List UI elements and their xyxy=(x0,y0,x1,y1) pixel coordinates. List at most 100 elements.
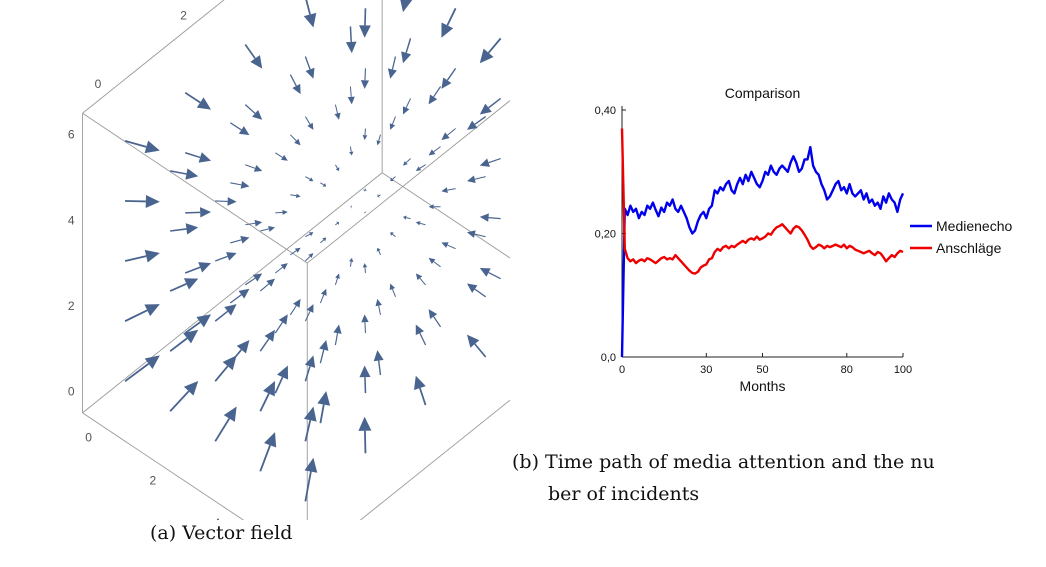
vector-arrow xyxy=(259,380,276,412)
box-edge xyxy=(306,22,608,264)
vector-arrow xyxy=(441,128,456,141)
vector-arrow xyxy=(289,298,301,316)
box-edge xyxy=(82,112,308,264)
chart-legend: Medienecho Anschläge xyxy=(910,218,1012,256)
vector-arrow xyxy=(362,188,368,192)
vector-arrow xyxy=(290,193,301,198)
vector-arrow xyxy=(124,304,160,322)
caption-time-path-line1: (b) Time path of media attention and the… xyxy=(512,451,935,473)
vector-arrow xyxy=(169,329,199,352)
vector-arrow xyxy=(275,152,288,161)
vector-arrow xyxy=(305,176,314,182)
bounding-box xyxy=(82,0,608,564)
x-tick-label: 0 xyxy=(85,431,92,445)
vector-arrow xyxy=(377,193,381,198)
vector-arrow xyxy=(361,314,369,334)
vector-arrow xyxy=(428,309,442,328)
x-axis-label: Months xyxy=(740,378,786,394)
z-tick-label: 6 xyxy=(68,128,75,142)
vector-arrow xyxy=(441,187,456,193)
vector-arrow xyxy=(479,97,502,115)
vector-arrow xyxy=(214,406,237,442)
vector-arrow xyxy=(184,152,212,163)
vector-arrow xyxy=(320,182,327,187)
vector-arrow xyxy=(215,197,237,206)
vector-arrow xyxy=(230,181,250,189)
x-tick-label: 80 xyxy=(841,364,853,376)
vector-arrow xyxy=(359,365,371,394)
vector-arrow xyxy=(441,242,456,250)
vector-arrow xyxy=(184,314,212,334)
vector-arrow xyxy=(441,68,457,89)
vector-arrow xyxy=(319,288,327,304)
vector-arrow xyxy=(170,168,199,180)
vector-arrow xyxy=(401,38,412,64)
vector-arrow xyxy=(260,225,276,232)
vector-arrow xyxy=(244,273,263,286)
vector-arrows xyxy=(124,0,547,502)
vector-arrow xyxy=(274,365,289,394)
vector-arrow xyxy=(373,350,384,376)
vector-arrow xyxy=(334,164,340,171)
vector-arrow xyxy=(402,158,411,166)
comparison-chart-panel: Comparison 0 30 50 80 100 0,0 0,20 0,40 Months Med… xyxy=(520,60,1046,520)
vector-arrow xyxy=(333,324,342,346)
vector-arrow xyxy=(170,223,199,235)
vector-arrow xyxy=(441,7,457,38)
vector-arrow xyxy=(290,247,301,256)
vector-arrow xyxy=(415,324,427,346)
vector-arrow xyxy=(389,283,396,298)
vector-arrow xyxy=(428,146,441,156)
series-line-2 xyxy=(620,128,904,275)
box-edge xyxy=(82,172,383,414)
vector-arrow xyxy=(345,26,357,54)
vector-arrow xyxy=(415,164,426,171)
vector-arrow xyxy=(359,8,371,38)
vector-arrow xyxy=(466,116,487,130)
vector-arrow xyxy=(387,56,397,79)
vector-arrow xyxy=(349,146,354,156)
vector-arrow xyxy=(400,0,413,13)
vector-arrow xyxy=(259,329,276,352)
vector-arrow xyxy=(363,210,367,214)
vector-arrow xyxy=(360,68,370,89)
vector-arrow xyxy=(350,204,352,209)
x-tick-label: 4 xyxy=(214,516,221,520)
vector-arrow xyxy=(215,252,237,262)
legend-label: Medienecho xyxy=(936,218,1012,234)
vector-arrow xyxy=(305,252,314,262)
x-tick-label: 30 xyxy=(700,364,712,376)
vector-arrow xyxy=(125,194,160,208)
vector-arrow xyxy=(479,157,501,167)
vector-arrow xyxy=(390,176,396,182)
box-edge xyxy=(82,412,308,564)
vector-arrow xyxy=(349,257,354,267)
y-tick-label: 2 xyxy=(180,9,187,23)
vector-arrow xyxy=(334,104,341,120)
vector-arrow xyxy=(414,375,427,406)
vector-arrow xyxy=(124,249,160,263)
vector-arrow xyxy=(184,262,212,274)
caption-time-path: (b) Time path of media attention and the… xyxy=(512,446,1046,510)
vector-arrow xyxy=(229,122,250,136)
vector-arrow xyxy=(335,221,340,226)
vector-arrow xyxy=(275,209,288,215)
legend-label: Anschläge xyxy=(936,240,1002,256)
vector-arrow xyxy=(214,355,237,382)
vector-arrow xyxy=(479,37,502,64)
vector-arrow xyxy=(402,98,411,115)
vector-arrow xyxy=(304,457,318,502)
z-tick-label: 4 xyxy=(68,213,75,227)
y-tick-label: 0,20 xyxy=(595,229,616,241)
vector-field-panel: 024602460246 xyxy=(0,0,608,567)
vector-arrow xyxy=(245,219,263,227)
vector-arrow xyxy=(479,268,501,280)
vector-arrow xyxy=(259,432,277,472)
x-tick-label: 2 xyxy=(149,473,156,487)
vector-arrow xyxy=(304,116,314,130)
vector-arrow xyxy=(466,230,486,238)
x-tick-label: 50 xyxy=(756,364,768,376)
box-edge xyxy=(306,322,608,564)
vector-arrow xyxy=(376,134,381,146)
z-tick-label: 0 xyxy=(68,384,75,398)
